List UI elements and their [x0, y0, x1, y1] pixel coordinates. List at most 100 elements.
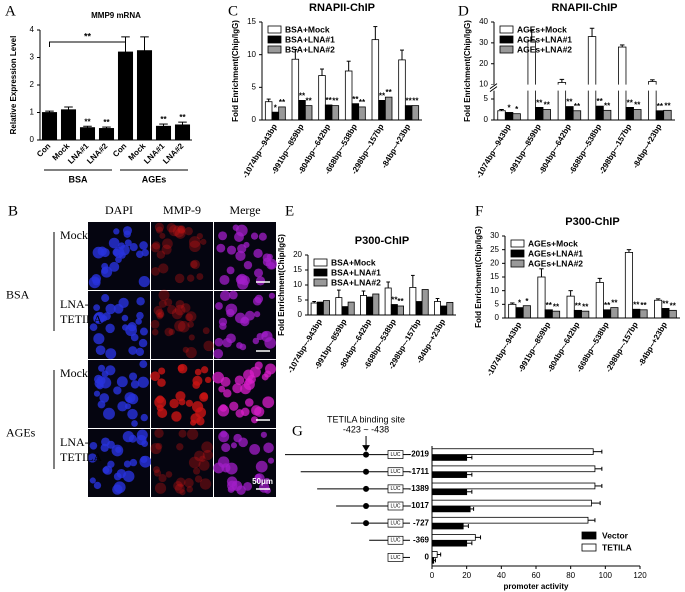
bar	[431, 522, 464, 530]
panel-label: A	[5, 3, 16, 19]
luc-label: LUC	[390, 555, 400, 561]
cell	[255, 460, 268, 473]
cell	[188, 456, 201, 469]
binding-site	[363, 485, 370, 492]
y-tick-label: 0	[484, 115, 489, 124]
cell	[155, 442, 163, 450]
y-axis-label: Fold Enrichment(Chip/IgG)	[463, 20, 472, 122]
y-tick-label: 40	[479, 17, 488, 26]
x-tick-label: 0	[430, 571, 435, 580]
column-header: Merge	[229, 203, 260, 217]
cell	[161, 244, 172, 255]
significance: **	[657, 102, 664, 111]
bar	[409, 286, 417, 316]
cell	[122, 430, 135, 443]
bar	[512, 113, 521, 121]
cell	[156, 312, 164, 320]
cell	[135, 318, 142, 325]
cell	[243, 241, 250, 248]
x-tick-label: -804bp~-642bp	[537, 122, 573, 175]
significance: **	[359, 98, 366, 107]
bar	[595, 105, 604, 121]
x-tick-label: -668bp~-538bp	[567, 122, 603, 175]
cell	[262, 396, 275, 409]
bar	[431, 539, 468, 547]
cell	[154, 396, 167, 409]
x-tick-label: 20	[462, 571, 471, 580]
cell	[135, 347, 145, 357]
cell	[228, 290, 238, 300]
cell	[129, 243, 138, 252]
bar	[397, 305, 404, 316]
bar	[654, 299, 663, 319]
binding-site	[363, 451, 370, 458]
y-tick-label: 25	[490, 245, 499, 254]
cell	[174, 304, 186, 316]
cell	[235, 250, 246, 261]
bar	[351, 103, 360, 121]
cell	[175, 299, 185, 309]
cell	[166, 222, 177, 233]
legend-swatch	[510, 259, 525, 268]
legend-swatch	[313, 278, 328, 287]
bar	[661, 308, 670, 319]
bar	[632, 308, 641, 319]
panel-label: F	[475, 203, 483, 219]
significance: **	[386, 88, 393, 97]
bar	[117, 51, 134, 141]
bar	[535, 107, 544, 121]
legend-swatch	[510, 239, 525, 248]
cell	[232, 224, 240, 231]
cell	[176, 477, 186, 487]
y-tick-label: 20	[293, 250, 302, 259]
y-tick-label: 30	[490, 231, 499, 240]
panel-label: D	[458, 3, 469, 19]
y-tick-label: -1017	[409, 501, 430, 510]
cell	[139, 241, 148, 250]
cell	[122, 324, 129, 331]
significance: **	[544, 101, 551, 110]
cell	[101, 437, 110, 447]
micrograph	[151, 291, 213, 359]
y-tick-label: 5	[495, 299, 500, 308]
cell	[194, 450, 205, 462]
bar	[136, 50, 153, 141]
cell	[232, 383, 243, 394]
group-label: BSA	[68, 174, 88, 184]
cell	[186, 486, 194, 493]
significance: *	[525, 297, 529, 306]
y-tick-label: 10	[293, 280, 302, 289]
significance: **	[279, 98, 286, 107]
bar	[404, 105, 413, 121]
cell	[93, 481, 102, 490]
cell	[115, 446, 122, 453]
y-tick-label: 0	[252, 115, 257, 124]
x-tick-label: LNA#2	[85, 141, 110, 166]
bar	[633, 109, 642, 121]
cell	[129, 458, 138, 467]
bar	[278, 106, 286, 121]
legend-swatch	[313, 258, 328, 267]
y-tick-label: -1389	[409, 484, 430, 493]
y-axis-label: Fold Enrichment(Chip/IgG)	[474, 226, 483, 328]
bar	[347, 301, 355, 316]
cell	[252, 337, 260, 345]
cell	[177, 225, 186, 233]
cell	[261, 331, 268, 338]
cell	[218, 431, 230, 443]
significance: **	[553, 302, 560, 311]
significance: **	[604, 301, 611, 310]
significance: *	[508, 104, 512, 113]
micrograph	[151, 429, 213, 497]
legend-label: TETILA	[602, 542, 632, 552]
cell	[216, 243, 226, 253]
cell	[154, 482, 167, 494]
significance: **	[299, 92, 306, 101]
cell	[87, 453, 98, 463]
y-tick-label: 5	[252, 82, 257, 91]
cell	[123, 460, 131, 468]
significance: **	[664, 101, 671, 110]
cell	[268, 292, 275, 299]
cell	[105, 323, 115, 334]
y-tick-label: 4	[30, 25, 35, 34]
